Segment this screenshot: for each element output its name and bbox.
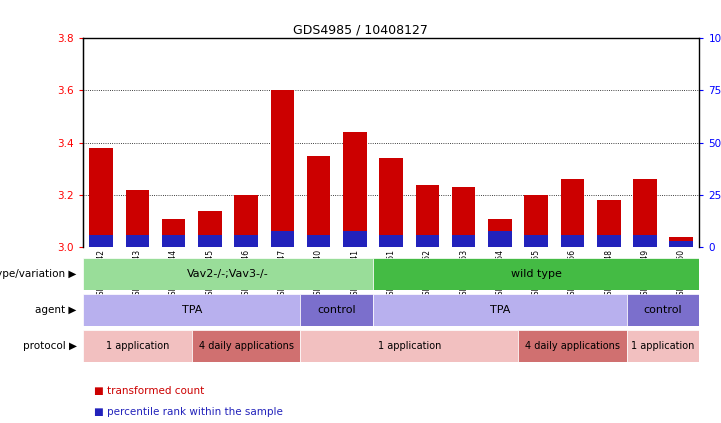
Bar [627,330,699,362]
Bar [125,235,149,247]
Bar [343,231,367,247]
Bar [307,156,330,247]
Text: Vav2-/-;Vav3-/-: Vav2-/-;Vav3-/- [187,269,269,279]
Bar [301,294,373,326]
Bar [343,132,367,247]
Text: TPA: TPA [490,305,510,315]
Bar [125,190,149,247]
Bar [83,258,373,290]
Bar [670,241,693,247]
Text: TPA: TPA [182,305,202,315]
Text: control: control [644,305,682,315]
Bar [83,294,301,326]
Bar [373,294,627,326]
Bar [633,179,657,247]
Text: agent ▶: agent ▶ [35,305,76,315]
Bar [524,235,548,247]
Bar [162,219,185,247]
Text: ■ transformed count: ■ transformed count [94,386,204,396]
Bar [670,237,693,247]
Bar [83,330,192,362]
Bar [373,258,699,290]
Bar [452,235,475,247]
Text: control: control [317,305,356,315]
Bar [561,179,584,247]
Text: genotype/variation ▶: genotype/variation ▶ [0,269,76,279]
Bar [633,235,657,247]
Bar [379,235,403,247]
Text: protocol ▶: protocol ▶ [23,341,76,351]
Bar [452,187,475,247]
Bar [524,195,548,247]
Bar [301,330,518,362]
Bar [415,235,439,247]
Bar [198,211,221,247]
Bar [198,235,221,247]
Text: wild type: wild type [510,269,562,279]
Bar [234,195,258,247]
Bar [270,231,294,247]
Text: 1 application: 1 application [105,341,169,351]
Text: 1 application: 1 application [632,341,695,351]
Bar [488,231,512,247]
Bar [415,185,439,247]
Bar [597,235,621,247]
Bar [488,219,512,247]
Bar [561,235,584,247]
Bar [379,159,403,247]
Text: 4 daily applications: 4 daily applications [198,341,293,351]
Text: 1 application: 1 application [378,341,441,351]
Bar [518,330,627,362]
Text: ■ percentile rank within the sample: ■ percentile rank within the sample [94,407,283,418]
Text: 4 daily applications: 4 daily applications [525,341,620,351]
Bar [597,201,621,247]
Bar [307,235,330,247]
Bar [270,91,294,247]
Bar [89,148,112,247]
Bar [234,235,258,247]
Bar [192,330,301,362]
Bar [162,235,185,247]
Title: GDS4985 / 10408127: GDS4985 / 10408127 [293,24,428,37]
Bar [627,294,699,326]
Bar [89,235,112,247]
